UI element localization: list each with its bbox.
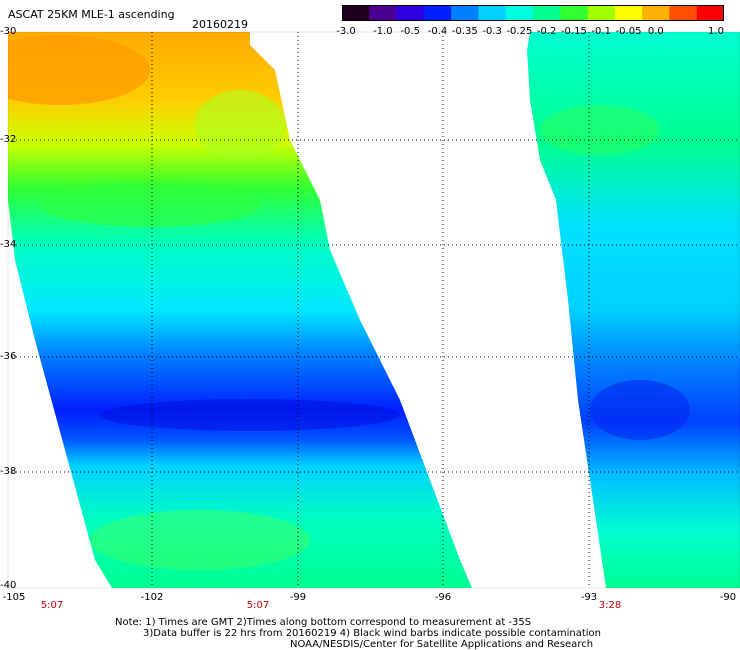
colorbar-tick-label: -0.35 (451, 26, 478, 37)
lat-label: -34 (0, 239, 17, 250)
colorbar-swatch (342, 5, 370, 21)
colorbar-swatch (560, 5, 589, 21)
grid-lines (8, 32, 740, 588)
colorbar-tick-label: -0.25 (506, 26, 533, 37)
colorbar (342, 5, 724, 21)
swath-west (8, 32, 472, 588)
colorbar-tick-label: 0.0 (647, 26, 664, 37)
colorbar-tick-label: -0.3 (482, 26, 502, 37)
note-line-3: NOAA/NESDIS/Center for Satellite Applica… (290, 639, 594, 650)
colorbar-swatch (533, 5, 561, 21)
colorbar-tick-label: -0.05 (615, 26, 642, 37)
colorbar-swatch (478, 5, 507, 21)
map-frame (7, 31, 740, 589)
lon-label: -96 (434, 592, 452, 603)
lat-label: -40 (0, 580, 17, 591)
pass-time-label: 5:07 (40, 600, 64, 611)
colorbar-swatch (369, 5, 398, 21)
pass-time-label: 3:28 (598, 600, 622, 611)
product-date: 20160219 (192, 18, 248, 31)
lat-label: -32 (0, 134, 17, 145)
colorbar-tick-label: -0.2 (536, 26, 557, 37)
lat-label: -36 (0, 351, 17, 362)
colorbar-swatch (423, 5, 452, 21)
note-line-2: 3)Data buffer is 22 hrs from 20160219 4)… (143, 628, 601, 639)
colorbar-tick-label: -1.0 (373, 26, 393, 37)
lat-label: -38 (0, 466, 17, 477)
colorbar-swatch (505, 5, 534, 21)
colorbar-swatch (614, 5, 643, 21)
lat-label: -30 (0, 26, 17, 37)
colorbar-tick-label: 1.0 (708, 26, 724, 37)
colorbar-swatch (587, 5, 616, 21)
note-line-1: Note: 1) Times are GMT 2)Times along bot… (115, 617, 532, 628)
product-title: ASCAT 25KM MLE-1 ascending (8, 8, 175, 21)
lon-label: -93 (580, 592, 598, 603)
colorbar-swatch (669, 5, 698, 21)
colorbar-tick-label: -0.1 (591, 26, 611, 37)
colorbar-tick-label: -0.5 (400, 26, 420, 37)
colorbar-tick-label: -3.0 (336, 26, 356, 37)
lon-label: -90 (719, 592, 737, 603)
colorbar-outline (342, 5, 724, 21)
lon-label: -99 (289, 592, 307, 603)
colorbar-swatch (396, 5, 425, 21)
colorbar-swatch (696, 5, 724, 21)
swath-east (527, 32, 740, 588)
colorbar-tick-label: -0.4 (427, 26, 448, 37)
colorbar-swatch (642, 5, 670, 21)
lon-label: -105 (2, 592, 26, 603)
colorbar-swatch (451, 5, 479, 21)
colorbar-tick-label: -0.15 (560, 26, 587, 37)
pass-time-label: 5:07 (246, 600, 270, 611)
lon-label: -102 (140, 592, 164, 603)
